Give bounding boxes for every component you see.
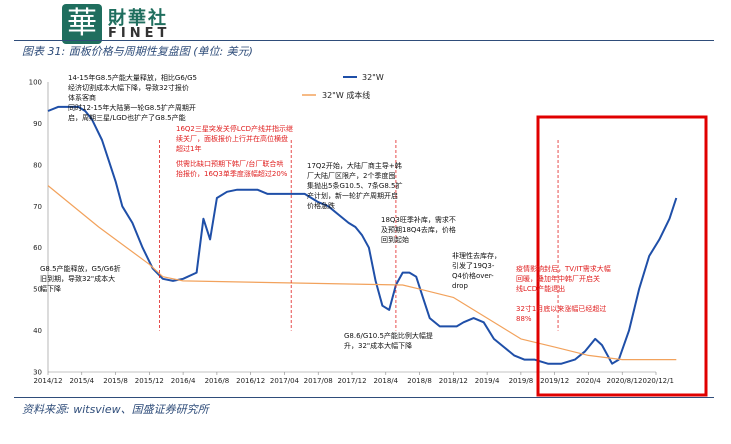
source-note: 资料来源: witsview、国盛证券研究所 [22,403,209,416]
y-tick-label: 30 [33,369,42,377]
annotation-8: G8.5产能释放，G5/G6折 旧到期，导致32"成本大 幅下降 [40,265,121,293]
figure-title: 图表 31: 面板价格与周期性复盘图 (单位: 美元) [22,45,253,58]
x-tick-label: 2015/4 [69,377,94,385]
y-tick-label: 80 [33,161,42,169]
x-tick-label: 2017/04 [270,377,300,385]
y-tick-label: 50 [33,286,42,294]
bottom-rule [14,397,714,398]
finet-logo: 華 財華社 FINET [62,4,212,46]
annotation-9: G8.6/G10.5产能比例大幅提 升，32"成本大幅下降 [344,332,433,350]
chart-legend: 32"W 32"W 成本线 [302,73,384,100]
annotation-2: 16Q2三星突发关停LCD产线并指示继 续关厂，面板报价上行并在高位横盘 超过1… [176,125,294,153]
x-tick-label: 2019/4 [475,377,500,385]
annotation-5: 18Q3旺季补库，需求不 及预期18Q4去库，价格 回到起始 [381,216,456,244]
x-tick-label: 2016/8 [205,377,230,385]
x-tick-label: 2020/4 [576,377,601,385]
series-line-price [47,105,678,365]
y-tick-label: 40 [33,327,42,335]
legend-label-cost: 32"W 成本线 [322,90,370,100]
x-tick-label: 2019/8 [509,377,534,385]
y-tick-label: 70 [33,203,42,211]
y-tick-label: 60 [33,244,42,252]
annotation-3: 供需比缺口预期下韩厂/台厂联合哄 抬报价，16Q3单季度涨幅超过20% [176,160,288,178]
highlight-box [536,115,708,397]
annotation-1: 14-15年G8.5产能大量释放，相比G6/G5 经济切割成本大幅下降，导致32… [68,74,198,122]
cycle-markers [159,140,559,331]
chart-series [47,105,678,365]
x-tick-label: 2014/12 [33,377,62,385]
logo-english: FINET [108,26,171,41]
x-tick-label: 2015/12 [135,377,164,385]
chart-axes: 30 40 50 60 70 80 90 100 2014/12 2015/4 2015/8 2015… [29,79,674,386]
y-tick-label: 90 [33,120,42,128]
x-tick-label: 2017/08 [304,377,333,385]
top-rule [14,40,714,41]
annotation-7: 疫情影响封后，TV/IT需求大幅 回暖，叠加年中韩厂开启关 线LCD产能退出 3… [516,265,611,323]
x-tick-label: 2019/12 [540,377,569,385]
logo-chinese: 財華社 [108,8,168,29]
logo-mark: 華 [62,4,102,44]
x-tick-label: 2020/8/1 [606,377,637,385]
x-tick-label: 2016/4 [171,377,196,385]
annotation-4: 17Q2开始，大陆厂商主导+韩 厂大陆厂区限产，2个季度囤 集抛出5条G10.5… [307,162,403,210]
x-tick-label: 2018/12 [439,377,468,385]
annotation-6: 非理性去库存， 引发了19Q3- Q4价格over- drop [452,252,501,290]
x-tick-label: 2020/12/1 [638,377,674,385]
series-line-cost [47,185,677,361]
legend-label-price: 32"W [362,73,384,82]
x-tick-label: 2016/12 [236,377,265,385]
y-tick-label: 100 [29,79,42,87]
x-tick-label: 2015/8 [103,377,128,385]
x-tick-label: 2017/12 [337,377,366,385]
x-tick-label: 2018/8 [407,377,432,385]
x-tick-label: 2018/4 [373,377,398,385]
